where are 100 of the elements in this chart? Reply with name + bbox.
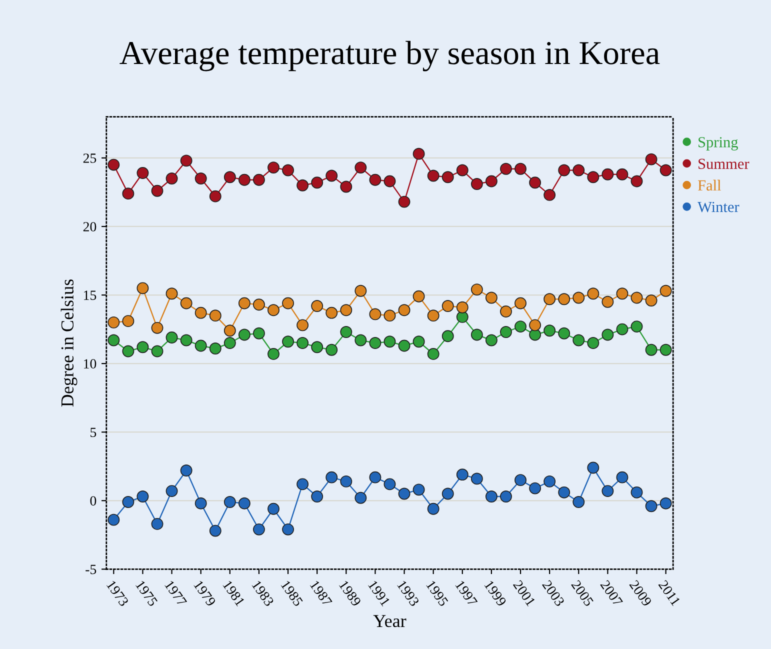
- point: [572, 164, 585, 176]
- point: [136, 341, 149, 354]
- point: [412, 148, 425, 160]
- point: [282, 164, 294, 176]
- point: [224, 171, 236, 184]
- legend-label: Summer: [698, 158, 750, 169]
- point: [660, 164, 672, 176]
- y-tick-label: 5: [90, 428, 96, 438]
- point: [194, 340, 207, 352]
- point: [296, 179, 309, 192]
- point: [412, 336, 425, 348]
- point: [384, 310, 396, 322]
- point: [151, 345, 164, 358]
- point: [180, 154, 192, 167]
- point: [238, 297, 250, 310]
- point: [340, 475, 352, 488]
- point: [442, 171, 454, 184]
- point: [587, 171, 600, 184]
- y-tick-label: 0: [90, 496, 96, 506]
- x-tick-label: 1997: [455, 580, 478, 607]
- point: [340, 180, 352, 193]
- point: [630, 175, 643, 188]
- x-tick-label: 1987: [310, 580, 332, 607]
- point: [470, 472, 483, 485]
- y-tick-label: 20: [83, 222, 96, 232]
- point: [326, 471, 338, 484]
- point: [514, 320, 526, 333]
- point: [630, 292, 643, 304]
- point: [282, 523, 294, 536]
- point: [398, 304, 410, 316]
- x-axis-title: Year: [373, 615, 406, 628]
- point: [412, 290, 425, 302]
- point: [238, 174, 250, 186]
- point: [645, 153, 658, 166]
- point: [616, 168, 628, 180]
- point: [470, 178, 483, 190]
- point: [369, 337, 382, 349]
- point: [514, 474, 526, 486]
- point: [340, 326, 352, 338]
- point: [398, 488, 410, 500]
- point: [427, 310, 440, 322]
- point: [442, 330, 454, 342]
- y-tick-label: 10: [84, 359, 96, 369]
- point: [572, 334, 585, 346]
- point: [456, 164, 468, 176]
- point: [602, 485, 614, 498]
- point: [660, 284, 672, 297]
- point: [427, 348, 440, 360]
- point: [136, 490, 149, 502]
- point: [485, 490, 498, 502]
- point: [311, 341, 324, 354]
- point: [485, 334, 498, 346]
- point: [180, 464, 192, 476]
- point: [238, 328, 250, 341]
- point: [398, 196, 410, 208]
- point: [442, 300, 454, 312]
- point: [529, 328, 542, 341]
- point: [354, 284, 367, 297]
- point: [645, 500, 658, 512]
- point: [252, 523, 265, 536]
- point: [209, 190, 222, 202]
- point: [500, 326, 512, 338]
- point: [151, 184, 164, 197]
- point: [442, 488, 454, 500]
- point: [500, 162, 512, 175]
- point: [311, 490, 324, 502]
- point: [529, 176, 542, 189]
- point: [194, 497, 207, 510]
- point: [544, 188, 556, 201]
- point: [209, 310, 222, 322]
- point: [616, 323, 628, 336]
- point: [311, 300, 324, 312]
- point: [544, 293, 556, 306]
- point: [166, 172, 178, 184]
- point: [456, 301, 468, 314]
- point: [558, 327, 570, 340]
- point: [194, 306, 207, 319]
- point: [514, 162, 526, 175]
- chart-title: Average temperature by season in Korea: [120, 40, 660, 72]
- y-tick-label: 15: [84, 290, 96, 300]
- point: [456, 310, 468, 323]
- point: [108, 316, 120, 328]
- legend-label: Fall: [698, 180, 721, 191]
- point: [384, 336, 396, 348]
- point: [151, 322, 164, 334]
- point: [108, 158, 120, 171]
- point: [194, 172, 207, 184]
- point: [296, 319, 309, 332]
- point: [529, 319, 542, 332]
- point: [616, 288, 628, 300]
- point: [470, 328, 483, 341]
- y-tick-label: 25: [83, 154, 96, 163]
- point: [268, 162, 280, 174]
- point: [427, 502, 440, 515]
- point: [427, 170, 440, 182]
- point: [660, 497, 672, 510]
- point: [108, 334, 120, 346]
- point: [268, 502, 280, 515]
- point: [630, 320, 643, 333]
- point: [340, 304, 352, 316]
